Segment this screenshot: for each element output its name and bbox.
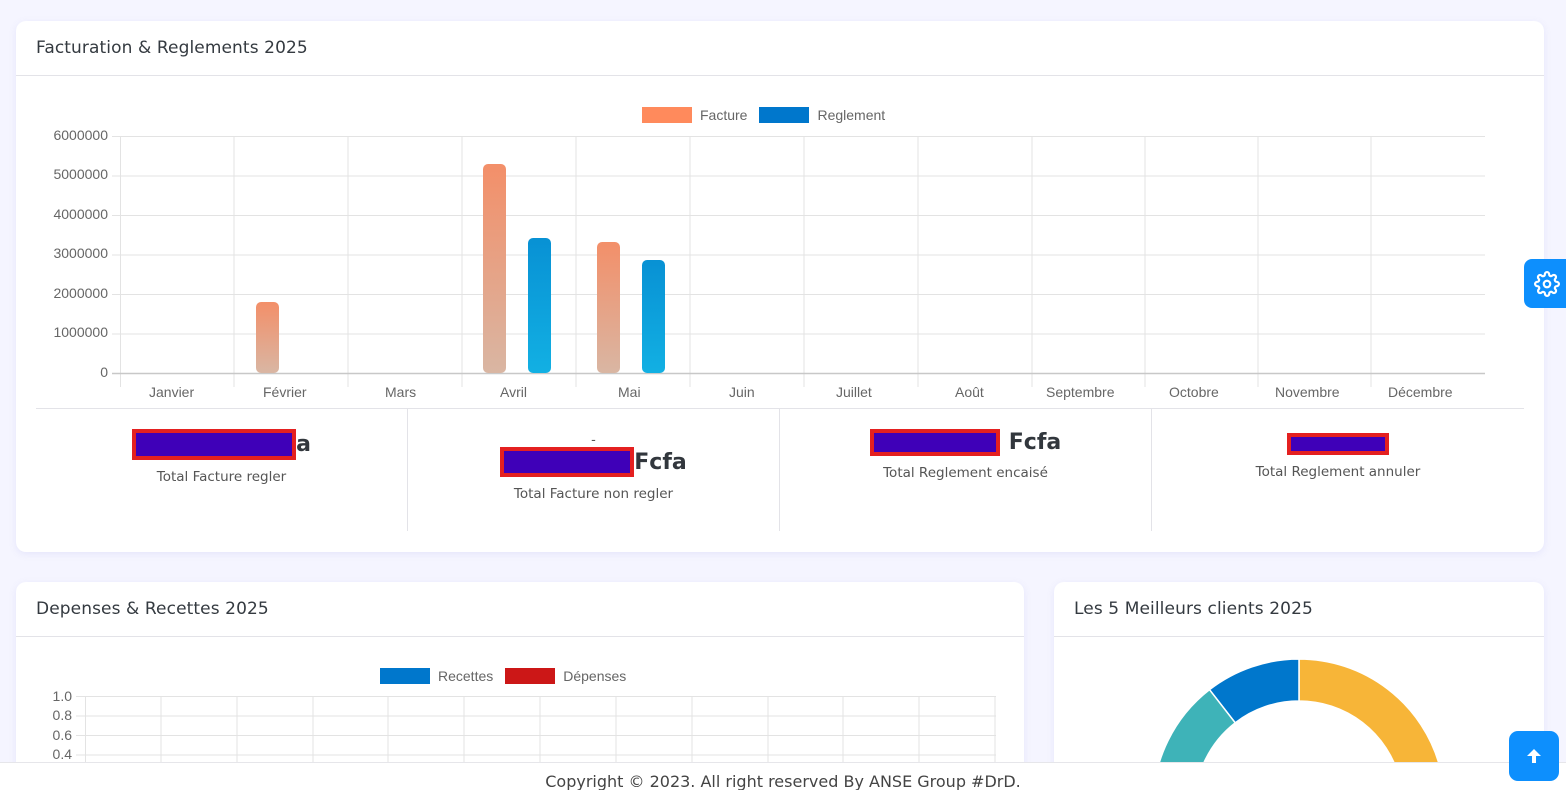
clients-card-header: Les 5 Meilleurs clients 2025 <box>1054 582 1544 637</box>
xtick-avril: Avril <box>500 384 527 400</box>
billing-card-title: Facturation & Reglements 2025 <box>36 38 308 58</box>
xtick-novembre: Novembre <box>1275 384 1340 400</box>
footer-copyright: Copyright © 2023. All right reserved By … <box>545 772 1021 790</box>
billing-bar-chart <box>112 136 1485 387</box>
ytick: 3000000 <box>53 245 108 261</box>
bar-facture-avril <box>483 164 506 373</box>
ytick: 5000000 <box>53 166 108 182</box>
stat-value-suffix: Fcfa <box>634 449 687 475</box>
xtick-octobre: Octobre <box>1169 384 1219 400</box>
stat-divider <box>779 409 780 531</box>
stat-total-facture-non-regler: - Fcfa Total Facture non regler <box>408 431 779 502</box>
stat-value-suffix: Fcfa <box>1008 430 1062 455</box>
stat-value: Fcfa <box>500 447 687 477</box>
scroll-to-top-button[interactable] <box>1509 731 1559 781</box>
stat-prefix: - <box>591 431 596 447</box>
ytick: 4000000 <box>53 206 108 222</box>
ytick: 1000000 <box>53 324 108 340</box>
arrow-up-icon <box>1527 749 1541 763</box>
xtick-mai: Mai <box>618 384 641 400</box>
stat-divider <box>407 409 408 531</box>
stats-top-divider <box>36 408 1524 409</box>
xtick-fevrier: Février <box>263 384 307 400</box>
stat-total-reglement-annuler: Total Reglement annuler <box>1152 429 1524 480</box>
stat-total-facture-regler: a Total Facture regler <box>36 429 407 485</box>
legend-item-facture[interactable]: Facture <box>642 107 747 123</box>
xtick-decembre: Décembre <box>1388 384 1453 400</box>
bar-facture-fevrier <box>256 302 279 373</box>
clients-card: Les 5 Meilleurs clients 2025 <box>1054 582 1544 790</box>
legend-swatch-recettes <box>380 668 430 684</box>
xtick-septembre: Septembre <box>1046 384 1115 400</box>
legend-item-recettes[interactable]: Recettes <box>380 668 493 684</box>
expenses-legend: Recettes Dépenses <box>380 668 638 684</box>
legend-label-facture: Facture <box>700 107 748 123</box>
stat-value <box>1287 429 1389 459</box>
gear-icon <box>1534 270 1560 297</box>
bar-reglement-avril <box>528 238 551 373</box>
legend-label-depenses: Dépenses <box>563 668 627 684</box>
legend-item-depenses[interactable]: Dépenses <box>505 668 626 684</box>
xtick-aout: Août <box>955 384 984 400</box>
ytick: 2000000 <box>53 285 108 301</box>
expenses-card-title: Depenses & Recettes 2025 <box>36 599 269 619</box>
legend-swatch-facture <box>642 107 692 123</box>
doughnut-segment-yellow <box>1298 658 1441 780</box>
ytick: 1.0 <box>52 688 72 704</box>
stat-total-reglement-encaise: Fcfa Total Reglement encaisé <box>780 429 1151 481</box>
stat-label: Total Reglement encaisé <box>883 465 1048 481</box>
legend-swatch-depenses <box>505 668 556 684</box>
stat-value-suffix: a <box>296 432 311 457</box>
xtick-janvier: Janvier <box>149 384 195 400</box>
footer: Copyright © 2023. All right reserved By … <box>0 762 1566 790</box>
clients-doughnut-chart <box>1153 658 1445 790</box>
ytick: 0.6 <box>52 727 72 743</box>
expenses-card-header: Depenses & Recettes 2025 <box>16 582 1024 637</box>
legend-label-recettes: Recettes <box>438 668 494 684</box>
ytick: 0.4 <box>52 746 72 762</box>
billing-card-header: Facturation & Reglements 2025 <box>16 21 1544 76</box>
billing-card: Facturation & Reglements 2025 Facture Re… <box>16 21 1544 552</box>
redacted-amount <box>869 429 1000 456</box>
xtick-juin: Juin <box>729 384 755 400</box>
billing-legend: Facture Reglement <box>642 107 897 123</box>
settings-button[interactable] <box>1524 259 1566 308</box>
stat-label: Total Facture non regler <box>513 486 674 502</box>
redacted-amount <box>132 429 297 460</box>
legend-label-reglement: Reglement <box>817 107 886 123</box>
ytick: 0 <box>100 364 108 380</box>
xtick-mars: Mars <box>385 384 417 400</box>
expenses-card: Depenses & Recettes 2025 Recettes Dépens… <box>16 582 1024 790</box>
legend-swatch-reglement <box>759 107 810 123</box>
bar-reglement-mai <box>642 260 665 373</box>
stat-value: a <box>132 429 311 460</box>
stat-value: Fcfa <box>869 429 1062 456</box>
stat-divider <box>1151 409 1152 531</box>
bar-facture-mai <box>597 242 620 373</box>
redacted-amount <box>500 447 635 477</box>
clients-card-title: Les 5 Meilleurs clients 2025 <box>1074 599 1313 619</box>
redacted-amount <box>1287 433 1389 455</box>
legend-item-reglement[interactable]: Reglement <box>759 107 885 123</box>
stat-label: Total Facture regler <box>156 469 287 485</box>
ytick: 6000000 <box>53 127 108 143</box>
ytick: 0.8 <box>52 707 72 723</box>
xtick-juillet: Juillet <box>836 384 872 400</box>
stat-label: Total Reglement annuler <box>1255 464 1421 480</box>
